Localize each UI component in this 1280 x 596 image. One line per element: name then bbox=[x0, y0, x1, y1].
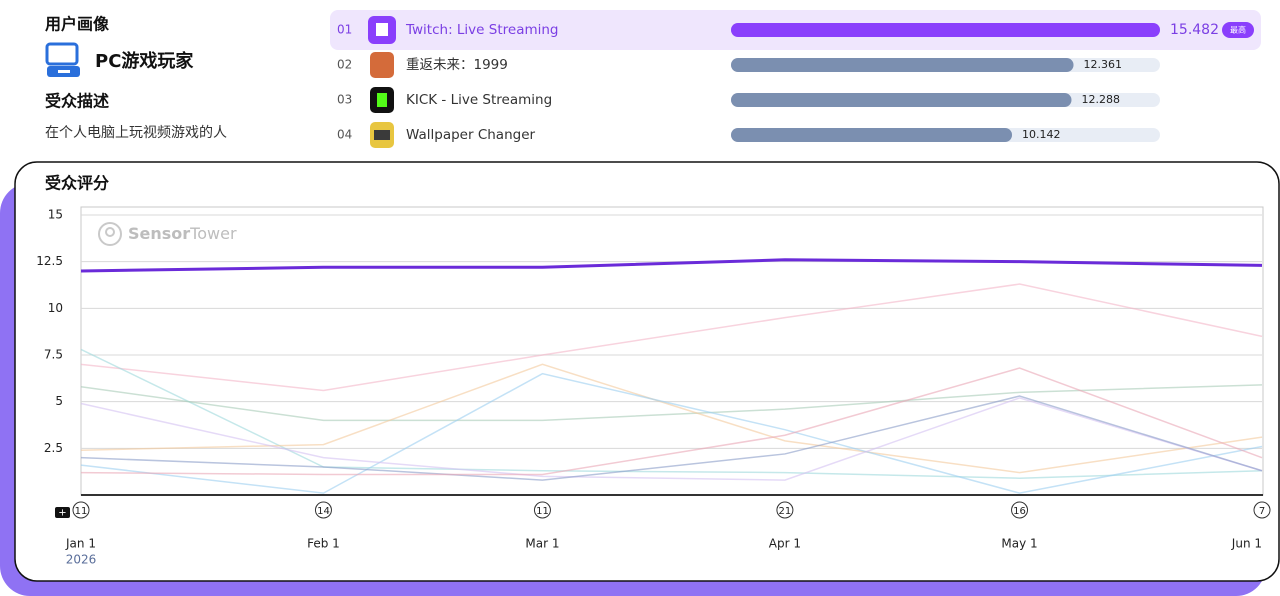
x-tick-label: Apr 1 bbox=[769, 537, 801, 551]
x-tick-label: Jun 1 bbox=[1231, 537, 1262, 551]
bar bbox=[731, 23, 1160, 37]
y-tick-label: 2.5 bbox=[44, 441, 63, 455]
app-name: KICK - Live Streaming bbox=[406, 92, 552, 108]
watermark-bold: Sensor bbox=[128, 224, 190, 243]
series-line bbox=[80, 372, 1263, 494]
x-tick-label: May 1 bbox=[1001, 537, 1037, 551]
bar bbox=[731, 128, 1013, 142]
rank: 04 bbox=[337, 128, 352, 142]
bar bbox=[731, 93, 1072, 107]
year-label: 2026 bbox=[66, 553, 97, 567]
value-label: 15.482 bbox=[1170, 22, 1219, 38]
badge-bg bbox=[1222, 22, 1254, 38]
app-name: Wallpaper Changer bbox=[406, 127, 536, 143]
y-tick-label: 10 bbox=[48, 301, 63, 315]
rank: 02 bbox=[337, 58, 352, 72]
event-count: 16 bbox=[1013, 506, 1026, 517]
y-tick-label: 7.5 bbox=[44, 348, 63, 362]
y-tick-label: 12.5 bbox=[36, 254, 63, 268]
value-label: 10.142 bbox=[1022, 128, 1061, 141]
badge: 最高 bbox=[1230, 25, 1246, 35]
app-name: 重返未来：1999 bbox=[406, 57, 508, 73]
y-tick-label: 5 bbox=[55, 394, 63, 408]
description: 在个人电脑上玩视频游戏的人 bbox=[45, 125, 227, 141]
series-line bbox=[80, 384, 1263, 422]
profile-heading: 用户画像 bbox=[45, 15, 110, 34]
event-count: 11 bbox=[536, 506, 549, 517]
chart-title: 受众评分 bbox=[45, 174, 109, 193]
watermark-icon bbox=[98, 222, 122, 246]
series-line bbox=[80, 367, 1263, 476]
series-line bbox=[80, 363, 1263, 474]
series-line bbox=[80, 258, 1263, 273]
app-name: Twitch: Live Streaming bbox=[405, 22, 559, 38]
x-tick-label: Feb 1 bbox=[307, 537, 340, 551]
rank: 03 bbox=[337, 93, 352, 107]
svg-text:+: + bbox=[58, 508, 66, 519]
event-marker bbox=[72, 501, 90, 519]
annotation-icon: + bbox=[55, 507, 70, 519]
rank: 01 bbox=[337, 23, 352, 37]
event-marker bbox=[314, 501, 332, 519]
series-line bbox=[80, 397, 1263, 481]
event-count: 21 bbox=[779, 506, 792, 517]
event-marker bbox=[1011, 501, 1029, 519]
value-label: 12.361 bbox=[1084, 58, 1123, 71]
event-count: 11 bbox=[75, 506, 88, 517]
event-count: 14 bbox=[317, 506, 330, 517]
event-marker bbox=[1253, 501, 1271, 519]
series-line bbox=[80, 395, 1263, 481]
description-heading: 受众描述 bbox=[45, 92, 109, 111]
app-icons bbox=[368, 16, 396, 148]
x-tick-label: Mar 1 bbox=[525, 537, 559, 551]
event-marker bbox=[776, 501, 794, 519]
value-label: 12.288 bbox=[1081, 93, 1120, 106]
watermark: SensorTower bbox=[128, 224, 237, 243]
event-marker bbox=[533, 501, 551, 519]
x-tick-label: Jan 1 bbox=[65, 537, 96, 551]
series-line bbox=[80, 348, 1263, 479]
series-line bbox=[80, 283, 1263, 392]
event-count: 7 bbox=[1259, 506, 1265, 517]
y-tick-label: 15 bbox=[48, 208, 63, 222]
persona: PC游戏玩家 bbox=[95, 50, 194, 72]
pc-icon bbox=[45, 42, 80, 77]
bar bbox=[731, 58, 1074, 72]
watermark-light: Tower bbox=[189, 224, 237, 243]
